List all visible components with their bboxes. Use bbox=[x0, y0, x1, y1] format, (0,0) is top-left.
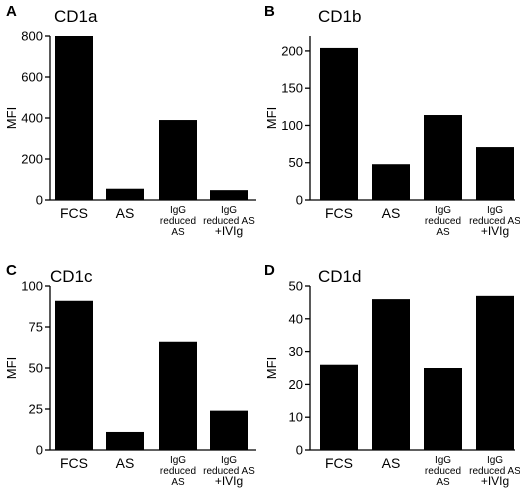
y-axis-label: MFI bbox=[4, 107, 19, 129]
panel-title: CD1a bbox=[54, 7, 98, 26]
category-label: AS bbox=[116, 455, 135, 471]
y-tick-label: 0 bbox=[36, 193, 43, 208]
category-label: IgG reduced AS +IVIg bbox=[203, 205, 255, 238]
bar bbox=[424, 115, 462, 200]
y-tick-label: 200 bbox=[21, 152, 43, 167]
y-tick-label: 150 bbox=[281, 81, 303, 96]
y-tick-label: 20 bbox=[289, 377, 303, 392]
bar bbox=[476, 295, 514, 450]
bar bbox=[55, 300, 93, 450]
bar bbox=[159, 120, 197, 200]
category-label: FCS bbox=[60, 455, 88, 471]
category-label: AS bbox=[116, 205, 135, 221]
bar bbox=[372, 164, 410, 200]
y-tick-label: 50 bbox=[29, 361, 43, 376]
panel-title: CD1c bbox=[50, 267, 93, 286]
bar bbox=[55, 36, 93, 200]
y-axis-label: MFI bbox=[264, 107, 279, 129]
category-label: IgG reduced AS bbox=[425, 455, 461, 488]
bar bbox=[106, 431, 144, 450]
category-label: IgG reduced AS bbox=[160, 205, 196, 238]
y-tick-label: 0 bbox=[296, 443, 303, 458]
category-label: FCS bbox=[325, 455, 353, 471]
category-label: IgG reduced AS +IVIg bbox=[203, 455, 255, 488]
bar bbox=[106, 188, 144, 200]
y-tick-label: 10 bbox=[289, 410, 303, 425]
panel-letter: D bbox=[264, 262, 275, 279]
category-label: IgG reduced AS +IVIg bbox=[469, 205, 520, 238]
panel-title: CD1d bbox=[318, 267, 361, 286]
category-label: FCS bbox=[325, 205, 353, 221]
category-label: AS bbox=[382, 455, 401, 471]
y-tick-label: 400 bbox=[21, 111, 43, 126]
category-label: IgG reduced AS bbox=[160, 455, 196, 488]
category-label: IgG reduced AS bbox=[425, 205, 461, 238]
panel-title: CD1b bbox=[318, 7, 361, 26]
category-label: IgG reduced AS +IVIg bbox=[469, 455, 520, 488]
y-tick-label: 40 bbox=[289, 311, 303, 326]
y-tick-label: 100 bbox=[21, 279, 43, 294]
bar bbox=[210, 190, 248, 200]
y-tick-label: 600 bbox=[21, 70, 43, 85]
y-axis-label: MFI bbox=[264, 357, 279, 379]
y-tick-label: 75 bbox=[29, 320, 43, 335]
bar bbox=[424, 368, 462, 450]
bar bbox=[320, 364, 358, 450]
bar bbox=[476, 147, 514, 200]
y-tick-label: 50 bbox=[289, 279, 303, 294]
y-tick-label: 30 bbox=[289, 344, 303, 359]
panel-letter: C bbox=[6, 262, 17, 279]
chart-panel-a: A CD1a MFI 0 200 400 600 800 FCS AS IgG reduced ASIg… bbox=[4, 3, 256, 238]
chart-panel-b: B CD1b MFI 0 50 100 150 200 FCS AS IgG reduced ASIgG… bbox=[264, 3, 520, 238]
panel-letter: A bbox=[6, 3, 17, 20]
y-axis-label: MFI bbox=[4, 357, 19, 379]
bar bbox=[372, 299, 410, 450]
y-tick-label: 0 bbox=[36, 443, 43, 458]
bar bbox=[210, 410, 248, 450]
bar bbox=[320, 47, 358, 200]
bar bbox=[159, 341, 197, 450]
y-tick-label: 50 bbox=[289, 155, 303, 170]
category-label: FCS bbox=[60, 205, 88, 221]
category-label: AS bbox=[382, 205, 401, 221]
y-tick-label: 0 bbox=[296, 193, 303, 208]
panel-letter: B bbox=[264, 3, 275, 20]
y-tick-label: 25 bbox=[29, 402, 43, 417]
y-tick-label: 200 bbox=[281, 43, 303, 58]
y-tick-label: 100 bbox=[281, 118, 303, 133]
y-tick-label: 800 bbox=[21, 29, 43, 44]
